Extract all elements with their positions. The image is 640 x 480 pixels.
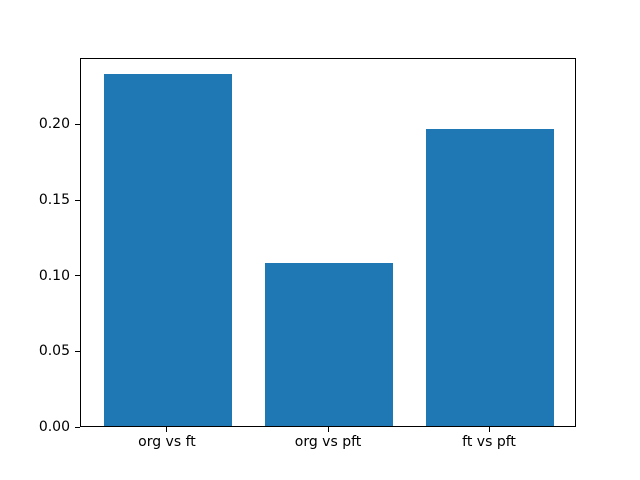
x-tick-label-org-vs-ft: org vs ft: [138, 434, 196, 450]
y-tick-label: 0.20: [38, 116, 70, 133]
x-tick-label-org-vs-pft: org vs pft: [294, 434, 362, 450]
y-tick-label: 0.00: [38, 419, 70, 435]
bar-org-vs-pft: [264, 262, 394, 426]
x-tick-mark: [488, 427, 490, 432]
y-tick-mark: [75, 350, 80, 352]
x-tick-mark: [166, 427, 168, 432]
x-tick-mark: [327, 427, 329, 432]
y-tick-mark: [75, 426, 80, 428]
y-tick-label: 0.15: [38, 192, 70, 209]
bar-org-vs-ft: [103, 74, 233, 426]
y-tick-mark: [75, 275, 80, 277]
y-tick-label: 0.05: [38, 343, 70, 360]
y-tick-label: 0.10: [38, 267, 70, 284]
y-tick-mark: [75, 123, 80, 125]
bar-ft-vs-pft: [425, 128, 555, 426]
x-tick-label-ft-vs-pft: ft vs pft: [462, 434, 516, 450]
plot-area: [80, 57, 576, 427]
y-tick-mark: [75, 199, 80, 201]
